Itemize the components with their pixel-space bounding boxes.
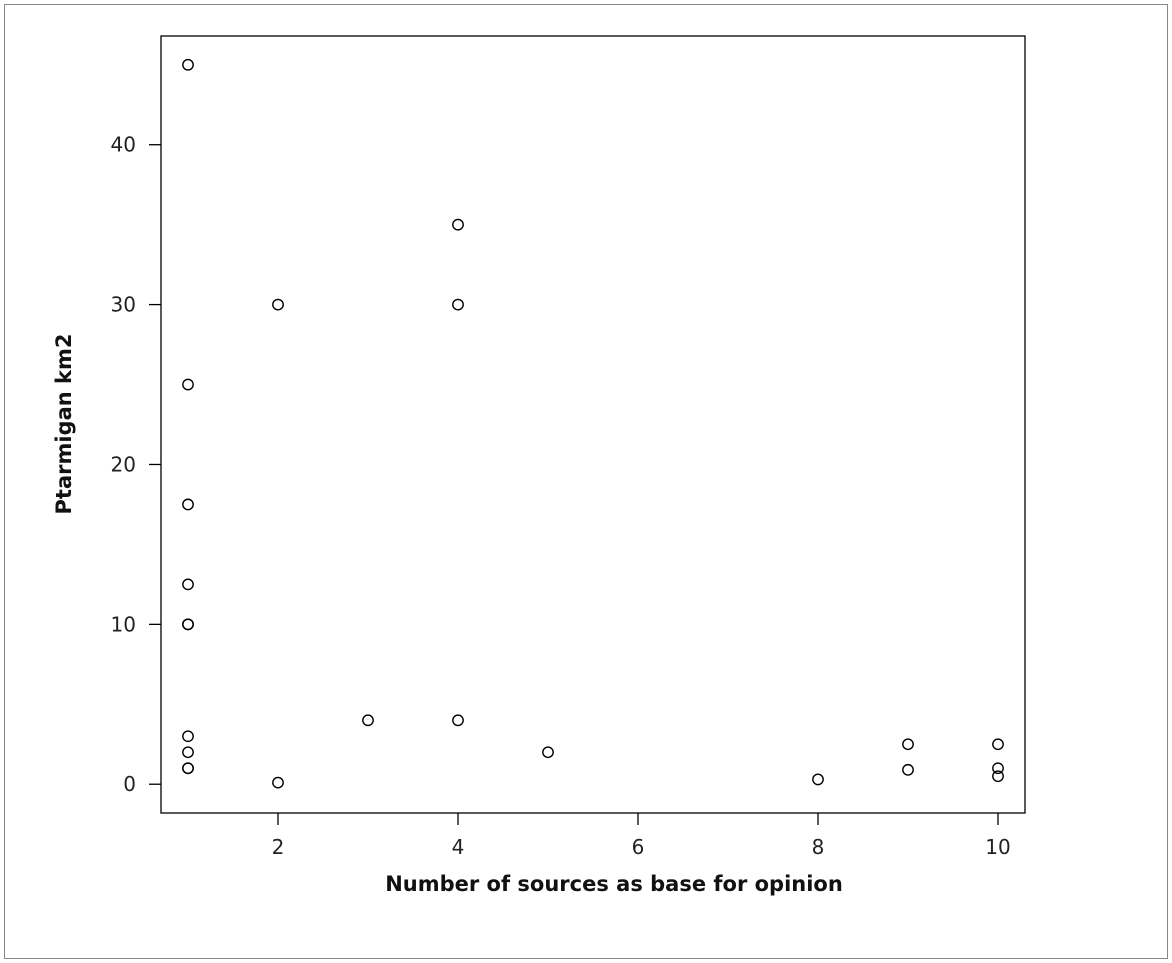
x-axis-title: Number of sources as base for opinion	[385, 872, 843, 896]
scatter-point	[182, 746, 194, 759]
x-tick-label: 4	[452, 835, 465, 859]
scatter-point	[992, 738, 1004, 751]
y-tick-label: 20	[111, 452, 136, 476]
scatter-point	[452, 714, 464, 727]
y-axis: 0 10 20 30 40	[111, 133, 161, 796]
x-axis: 2 4 6 8 10	[272, 813, 1011, 859]
scatter-point	[362, 714, 374, 727]
scatter-point	[182, 498, 194, 511]
plot-area-border	[160, 35, 1026, 814]
scatter-point	[992, 762, 1004, 775]
scatter-point	[182, 578, 194, 591]
x-tick-label: 8	[812, 835, 825, 859]
scatter-point	[902, 763, 914, 776]
scatter-point	[182, 618, 194, 631]
x-tick-label: 2	[272, 835, 285, 859]
x-tick-label: 10	[985, 835, 1010, 859]
scatter-point	[902, 738, 914, 751]
scatter-point	[992, 770, 1004, 783]
y-tick-label: 10	[111, 612, 136, 636]
scatter-point	[182, 762, 194, 775]
figure-frame	[4, 4, 1168, 959]
scatter-point	[182, 730, 194, 743]
scatter-point	[452, 298, 464, 311]
y-axis-title: Ptarmigan km2	[52, 334, 76, 515]
scatter-point	[182, 378, 194, 391]
x-tick-label: 6	[632, 835, 645, 859]
y-tick-label: 0	[123, 772, 136, 796]
y-tick-label: 30	[111, 293, 136, 317]
scatter-point	[812, 773, 824, 786]
scatter-point	[272, 776, 284, 789]
scatter-point	[272, 298, 284, 311]
scatter-point	[182, 58, 194, 71]
scatter-point	[452, 218, 464, 231]
scatter-point	[542, 746, 554, 759]
data-points	[182, 58, 1004, 789]
y-tick-label: 40	[111, 133, 136, 157]
